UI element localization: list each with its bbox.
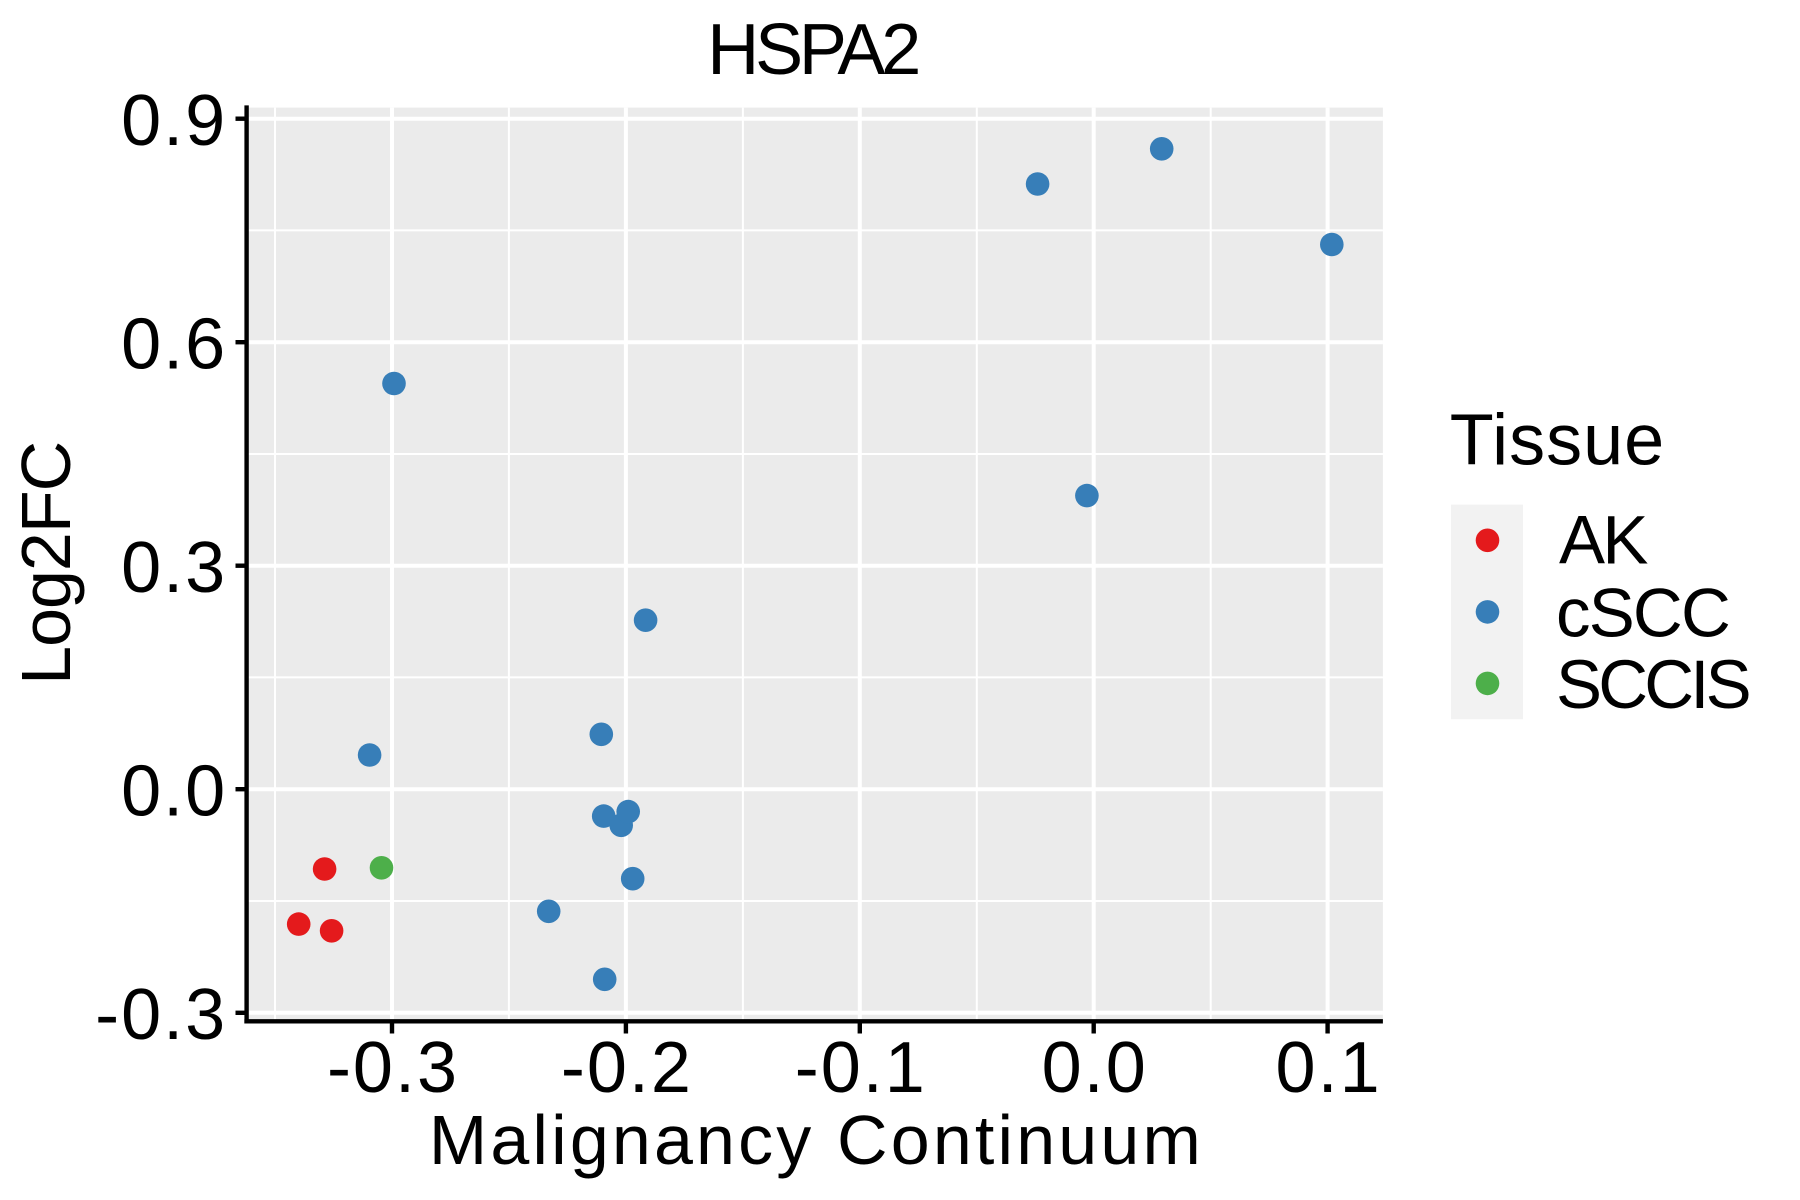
svg-text:-0.3: -0.3: [95, 975, 227, 1055]
svg-text:Malignancy Continuum: Malignancy Continuum: [429, 1101, 1204, 1179]
svg-text:Tissue: Tissue: [1450, 401, 1665, 481]
svg-text:SCCIS: SCCIS: [1556, 646, 1749, 723]
svg-text:0.6: 0.6: [121, 304, 227, 384]
svg-text:0.3: 0.3: [121, 528, 227, 608]
svg-text:AK: AK: [1559, 501, 1648, 578]
svg-text:-0.1: -0.1: [795, 1028, 927, 1108]
svg-text:0.0: 0.0: [1042, 1028, 1148, 1108]
svg-text:-0.3: -0.3: [327, 1028, 459, 1108]
svg-text:0.0: 0.0: [121, 751, 227, 831]
svg-text:HSPA2: HSPA2: [707, 10, 918, 90]
svg-text:-0.2: -0.2: [561, 1028, 693, 1108]
svg-text:0.1: 0.1: [1276, 1028, 1382, 1108]
svg-text:0.9: 0.9: [121, 81, 227, 161]
svg-text:Log2FC: Log2FC: [7, 442, 85, 685]
svg-text:cSCC: cSCC: [1556, 574, 1729, 651]
